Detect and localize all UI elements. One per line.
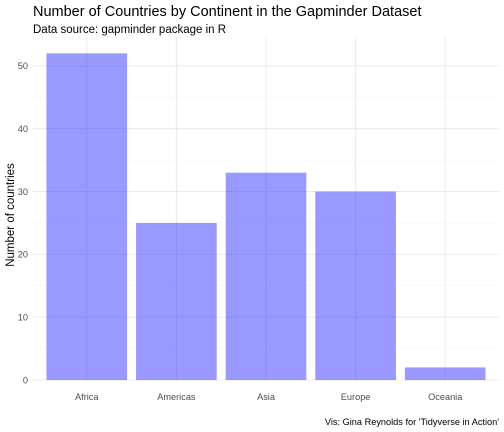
x-tick-label: Europe bbox=[341, 392, 371, 402]
y-tick-label: 50 bbox=[18, 61, 28, 71]
bar-oceania bbox=[404, 367, 486, 380]
bar-americas bbox=[136, 222, 217, 380]
chart-caption: Vis: Gina Reynolds for 'Tidyverse in Act… bbox=[325, 417, 499, 427]
y-tick-label: 30 bbox=[18, 187, 28, 197]
x-tick-label: Americas bbox=[157, 392, 196, 402]
chart-subtitle: Data source: gapminder package in R bbox=[33, 24, 226, 36]
x-tick-label: Africa bbox=[75, 392, 99, 402]
bar-africa bbox=[46, 53, 128, 380]
x-axis-ticks: Africa Americas Asia Europe Oceania bbox=[75, 392, 463, 402]
y-axis-ticks: 0 10 20 30 40 50 bbox=[18, 61, 28, 385]
bars bbox=[46, 53, 486, 380]
x-tick-label: Asia bbox=[257, 392, 276, 402]
y-tick-label: 10 bbox=[18, 312, 28, 322]
gridlines bbox=[33, 37, 499, 381]
y-tick-label: 40 bbox=[18, 124, 28, 134]
y-tick-label: 20 bbox=[18, 250, 28, 260]
x-tick-label: Oceania bbox=[428, 392, 463, 402]
bar-europe bbox=[315, 191, 396, 380]
chart-title: Number of Countries by Continent in the … bbox=[33, 4, 421, 20]
bar-asia bbox=[225, 172, 307, 380]
y-axis-label: Number of countries bbox=[5, 163, 17, 267]
y-tick-label: 0 bbox=[23, 375, 28, 385]
